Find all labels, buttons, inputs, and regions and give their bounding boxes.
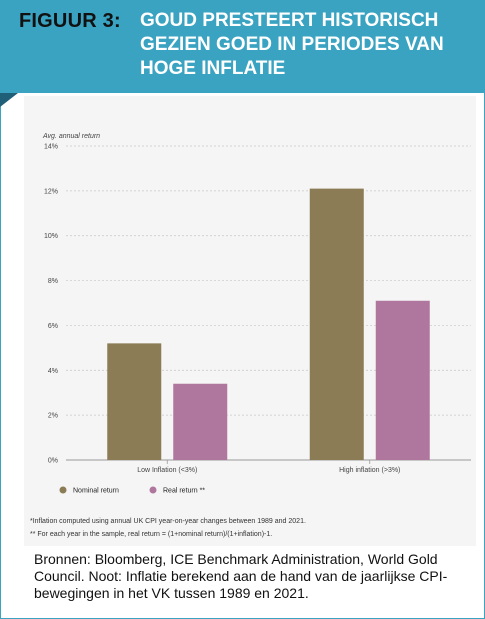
x-tick-label: Low Inflation (<3%) bbox=[137, 467, 197, 474]
bar-real-return bbox=[173, 383, 228, 460]
y-tick-label: 0% bbox=[48, 458, 58, 465]
y-tick-label: 8% bbox=[48, 278, 58, 285]
y-axis-label: Avg. annual return bbox=[42, 133, 100, 140]
header-fold-corner bbox=[0, 93, 18, 107]
x-tick-label: High inflation (>3%) bbox=[339, 467, 400, 474]
figure-label: FIGUUR 3: bbox=[19, 10, 121, 32]
bar-nominal-return bbox=[309, 188, 364, 460]
figure-header: FIGUUR 3: GOUD PRESTEERT HISTORISCH GEZI… bbox=[0, 0, 485, 93]
y-tick-label: 10% bbox=[44, 233, 58, 240]
legend-label-real: Real return ** bbox=[163, 488, 205, 495]
footnote-real-return: ** For each year in the sample, real ret… bbox=[30, 531, 273, 538]
legend-swatch-nominal bbox=[59, 486, 67, 494]
y-tick-label: 4% bbox=[48, 368, 58, 375]
legend-swatch-real bbox=[149, 486, 157, 494]
bar-nominal-return bbox=[107, 343, 162, 460]
y-tick-label: 6% bbox=[48, 323, 58, 330]
bar-real-return bbox=[375, 300, 430, 460]
y-tick-label: 12% bbox=[44, 188, 58, 195]
legend-label-nominal: Nominal return bbox=[73, 488, 119, 495]
source-note: Bronnen: Bloomberg, ICE Benchmark Admini… bbox=[34, 551, 448, 601]
figure-title: GOUD PRESTEERT HISTORISCH GEZIEN GOED IN… bbox=[140, 10, 444, 79]
y-tick-label: 14% bbox=[44, 144, 58, 151]
y-tick-label: 2% bbox=[48, 413, 58, 420]
footnote-inflation: *Inflation computed using annual UK CPI … bbox=[30, 518, 306, 525]
